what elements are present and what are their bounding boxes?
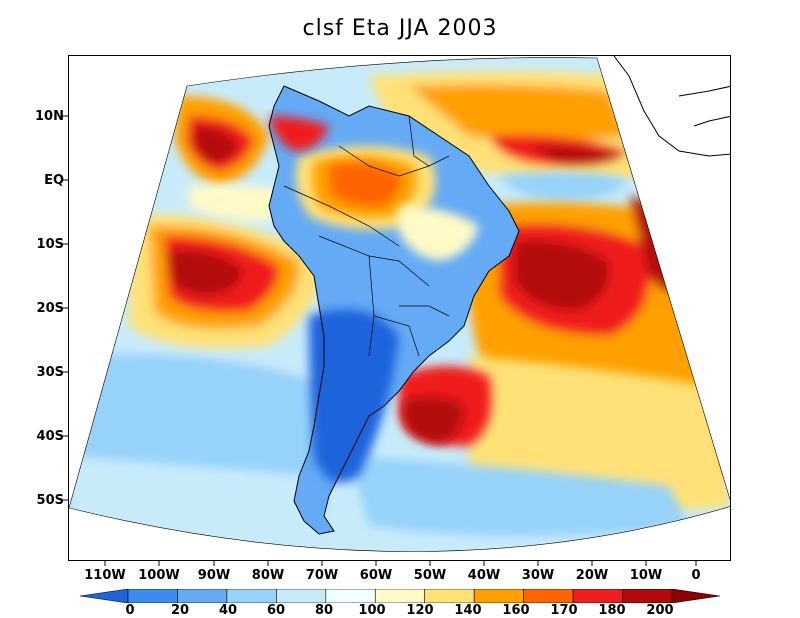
lon-label-70w: 70W	[305, 568, 339, 583]
lon-label-40w: 40W	[467, 568, 501, 583]
lat-label-20s: 20S	[36, 301, 64, 316]
colorbar-label-170: 170	[550, 603, 578, 618]
colorbar-label-160: 160	[502, 603, 530, 618]
colorbar-label-20: 20	[170, 603, 190, 618]
colorbar-segment	[473, 589, 524, 603]
colorbar-segment	[622, 589, 673, 603]
africa-coastline	[613, 56, 730, 157]
colorbar-segment	[572, 589, 623, 603]
country-borders	[283, 115, 450, 357]
colorbar-segment	[424, 589, 475, 603]
cloud-fraction-map	[69, 56, 730, 552]
pacific-stratus-region	[129, 214, 321, 349]
lon-label-90w: 90W	[197, 568, 231, 583]
colorbar-segment	[127, 589, 178, 603]
colorbar-label-40: 40	[218, 603, 238, 618]
colorbar-segment	[374, 589, 426, 603]
colorbar-label-200: 200	[646, 603, 674, 618]
lon-label-30w: 30W	[521, 568, 555, 583]
colorbar-segment	[226, 589, 277, 603]
lat-label-30s: 30S	[36, 365, 64, 380]
domain-outline	[69, 57, 730, 552]
lon-label-80w: 80W	[251, 568, 285, 583]
pacific-north-stratus	[174, 96, 269, 186]
colorbar	[80, 589, 720, 603]
brazil-light	[399, 206, 479, 261]
lon-label-100w: 100W	[138, 568, 180, 583]
map-title: clsf Eta JJA 2003	[302, 16, 498, 41]
atlantic-south-blue	[349, 456, 689, 536]
lat-ticks	[62, 115, 68, 501]
colorbar-segment	[177, 589, 228, 603]
colorbar-label-60: 60	[266, 603, 286, 618]
lon-label-0: 0	[691, 568, 701, 583]
lat-label-10n: 10N	[35, 109, 64, 124]
colorbar-label-0: 0	[125, 603, 135, 618]
colorbar-high-arrow	[671, 589, 720, 603]
colorbar-label-80: 80	[314, 603, 334, 618]
atlantic-equator-band	[499, 172, 629, 201]
colorbar-segment	[523, 589, 574, 603]
colorbar-label-140: 140	[454, 603, 482, 618]
lon-label-20w: 20W	[575, 568, 609, 583]
lat-label-10s: 10S	[36, 237, 64, 252]
lon-label-110w: 110W	[84, 568, 126, 583]
field-layer	[69, 57, 730, 552]
amazon-core	[329, 163, 400, 206]
colorbar-label-100: 100	[358, 603, 386, 618]
colorbar-label-180: 180	[598, 603, 626, 618]
lat-label-50s: 50S	[36, 493, 64, 508]
colorbar-label-120: 120	[406, 603, 434, 618]
map-frame	[68, 55, 731, 561]
lon-ticks	[104, 560, 697, 566]
south-america-coastline	[268, 85, 520, 535]
lon-label-60w: 60W	[359, 568, 393, 583]
colorbar-low-arrow	[80, 589, 129, 603]
lon-label-50w: 50W	[413, 568, 447, 583]
atlantic-coastal-core	[404, 397, 464, 444]
andes-deep-blue	[309, 309, 399, 483]
colorbar-segment	[276, 589, 327, 603]
lon-label-10w: 10W	[629, 568, 663, 583]
colorbar-segment	[325, 589, 376, 603]
central-america-max	[269, 116, 329, 151]
lat-label-eq: EQ	[44, 173, 64, 188]
lat-label-40s: 40S	[36, 429, 64, 444]
